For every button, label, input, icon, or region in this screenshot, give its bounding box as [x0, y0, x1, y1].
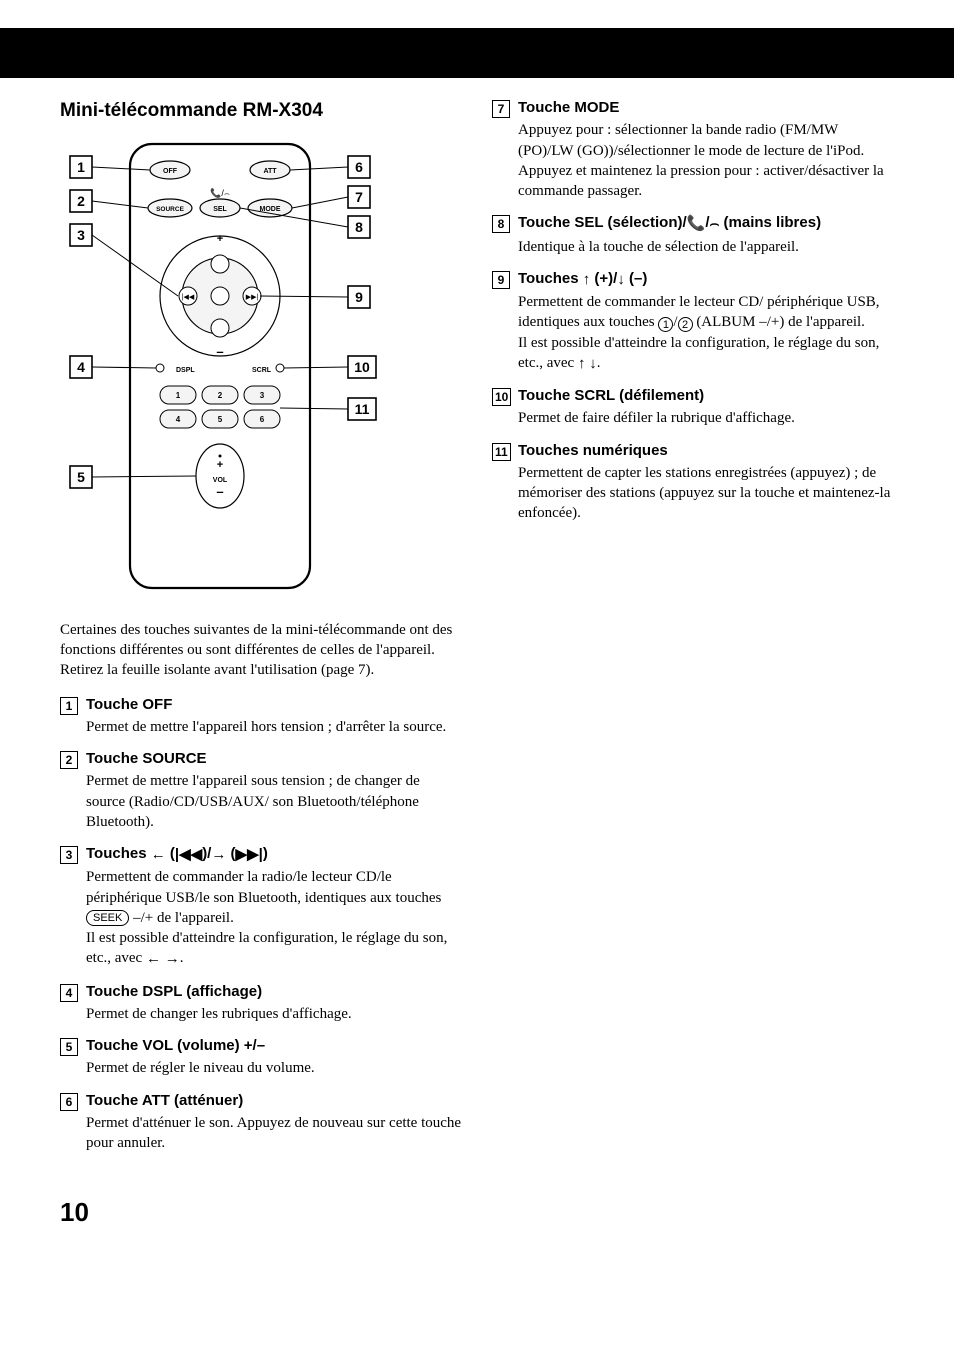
item-title: Touche MODE	[518, 98, 894, 118]
svg-text:3: 3	[77, 227, 85, 243]
item-1: 1 Touche OFFPermet de mettre l'appareil h…	[60, 695, 462, 738]
page-number: 10	[60, 1195, 894, 1230]
svg-text:4: 4	[176, 415, 181, 424]
svg-text:VOL: VOL	[213, 477, 228, 484]
svg-text:📞/⌢: 📞/⌢	[210, 187, 230, 198]
att-label: ATT	[263, 168, 277, 175]
item-number-box: 11	[492, 443, 511, 461]
item-number-box: 2	[60, 751, 78, 769]
item-number-box: 1	[60, 697, 78, 715]
item-desc: Permettent de commander la radio/le lect…	[86, 867, 462, 969]
item-desc: Permettent de commander le lecteur CD/ p…	[518, 292, 894, 374]
svg-text:8: 8	[355, 219, 363, 235]
right-column: 7 Touche MODEAppuyez pour : sélectionner …	[492, 98, 894, 1165]
svg-text:–: –	[216, 344, 223, 359]
svg-text:▶▶|: ▶▶|	[246, 294, 259, 301]
svg-text:5: 5	[218, 415, 223, 424]
item-number-box: 7	[492, 100, 510, 118]
svg-text:6: 6	[355, 159, 363, 175]
svg-text:6: 6	[260, 415, 265, 424]
svg-text:2: 2	[218, 391, 223, 400]
item-number-box: 4	[60, 984, 78, 1002]
item-2: 2 Touche SOURCEPermet de mettre l'apparei…	[60, 749, 462, 832]
item-title: Touche DSPL (affichage)	[86, 982, 462, 1002]
item-title: Touches ← (|◀◀)/→ (▶▶|)	[86, 844, 462, 865]
svg-text:SEL: SEL	[213, 206, 227, 213]
page-body: Mini-télécommande RM-X304 OFF ATT 📞/⌢ SO…	[0, 98, 954, 1270]
item-desc: Permettent de capter les stations enregi…	[518, 463, 894, 524]
item-title: Touche SOURCE	[86, 749, 462, 769]
svg-text:1: 1	[176, 391, 181, 400]
item-desc: Identique à la touche de sélection de l'…	[518, 237, 894, 257]
item-number-box: 6	[60, 1093, 78, 1111]
item-9: 9 Touches ↑ (+)/↓ (–)Permettent de comman…	[492, 269, 894, 374]
left-column: Mini-télécommande RM-X304 OFF ATT 📞/⌢ SO…	[60, 98, 462, 1165]
item-number-box: 10	[492, 388, 511, 406]
svg-text:4: 4	[77, 359, 85, 375]
svg-text:10: 10	[354, 359, 370, 375]
item-number-box: 5	[60, 1038, 78, 1056]
svg-text:2: 2	[77, 193, 85, 209]
item-5: 5 Touche VOL (volume) +/–Permet de régler…	[60, 1036, 462, 1079]
svg-text:11: 11	[355, 401, 370, 417]
svg-text:3: 3	[260, 391, 265, 400]
item-desc: Permet de régler le niveau du volume.	[86, 1058, 462, 1078]
svg-text:SOURCE: SOURCE	[156, 206, 184, 213]
item-desc: Appuyez pour : sélectionner la bande rad…	[518, 120, 894, 201]
svg-text:+: +	[217, 459, 223, 471]
svg-text:SCRL: SCRL	[252, 367, 272, 374]
item-title: Touche SEL (sélection)/📞/⌢ (mains libres…	[518, 213, 894, 234]
svg-text:9: 9	[355, 289, 363, 305]
intro-text: Certaines des touches suivantes de la mi…	[60, 620, 462, 681]
item-7: 7 Touche MODEAppuyez pour : sélectionner …	[492, 98, 894, 201]
svg-text:|◀◀: |◀◀	[182, 294, 195, 301]
item-8: 8 Touche SEL (sélection)/📞/⌢ (mains libre…	[492, 213, 894, 257]
item-title: Touche OFF	[86, 695, 462, 715]
svg-text:+: +	[217, 233, 223, 245]
item-number-box: 3	[60, 846, 78, 864]
item-number-box: 8	[492, 215, 510, 233]
item-title: Touche SCRL (défilement)	[518, 386, 894, 406]
svg-text:5: 5	[77, 469, 85, 485]
svg-text:1: 1	[77, 159, 85, 175]
item-3: 3 Touches ← (|◀◀)/→ (▶▶|)Permettent de co…	[60, 844, 462, 970]
item-10: 10 Touche SCRL (défilement)Permet de fair…	[492, 386, 894, 429]
item-desc: Permet de mettre l'appareil sous tension…	[86, 771, 462, 832]
svg-text:DSPL: DSPL	[176, 367, 195, 374]
item-title: Touches ↑ (+)/↓ (–)	[518, 269, 894, 290]
svg-text:–: –	[216, 484, 223, 499]
header-black-bar	[0, 28, 954, 78]
svg-text:7: 7	[355, 189, 363, 205]
remote-diagram: OFF ATT 📞/⌢ SOURCE SEL MODE +	[60, 136, 462, 602]
item-title: Touches numériques	[518, 441, 894, 461]
item-11: 11 Touches numériquesPermettent de capter…	[492, 441, 894, 524]
item-desc: Permet de faire défiler la rubrique d'af…	[518, 408, 894, 428]
off-label: OFF	[163, 168, 178, 175]
item-desc: Permet de changer les rubriques d'affich…	[86, 1004, 462, 1024]
item-4: 4 Touche DSPL (affichage)Permet de change…	[60, 982, 462, 1025]
item-desc: Permet d'atténuer le son. Appuyez de nou…	[86, 1113, 462, 1154]
item-title: Touche ATT (atténuer)	[86, 1091, 462, 1111]
item-number-box: 9	[492, 271, 510, 289]
item-title: Touche VOL (volume) +/–	[86, 1036, 462, 1056]
section-title: Mini-télécommande RM-X304	[60, 98, 462, 124]
item-desc: Permet de mettre l'appareil hors tension…	[86, 717, 462, 737]
item-6: 6 Touche ATT (atténuer)Permet d'atténuer …	[60, 1091, 462, 1154]
